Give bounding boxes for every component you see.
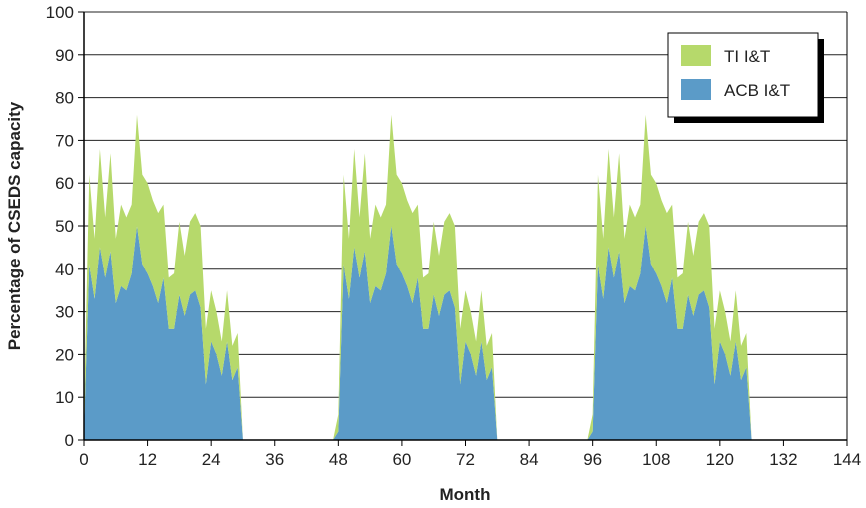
y-tick-label-70: 70 bbox=[55, 131, 74, 150]
y-tick-labels: 0 10 20 30 40 50 60 70 80 90 100 bbox=[46, 3, 84, 450]
x-tick-label-0: 0 bbox=[79, 450, 88, 469]
y-axis-title: Percentage of CSEDS capacity bbox=[5, 101, 24, 350]
x-tick-label-108: 108 bbox=[642, 450, 670, 469]
y-tick-label-100: 100 bbox=[46, 3, 74, 22]
legend-label-acb: ACB I&T bbox=[724, 81, 790, 100]
y-tick-label-20: 20 bbox=[55, 345, 74, 364]
series-area-acb-i-t bbox=[84, 226, 847, 440]
x-tick-label-60: 60 bbox=[392, 450, 411, 469]
x-tick-labels: 0 12 24 36 48 60 72 84 96 108 120 132 144 bbox=[79, 440, 861, 469]
y-tick-label-80: 80 bbox=[55, 89, 74, 108]
legend-swatch-ti bbox=[681, 45, 711, 66]
x-tick-label-36: 36 bbox=[265, 450, 284, 469]
x-tick-label-84: 84 bbox=[520, 450, 539, 469]
series-areas bbox=[84, 114, 847, 440]
legend: TI I&T ACB I&T bbox=[667, 32, 824, 123]
y-tick-label-50: 50 bbox=[55, 217, 74, 236]
x-tick-label-24: 24 bbox=[202, 450, 221, 469]
y-tick-label-60: 60 bbox=[55, 174, 74, 193]
x-tick-label-72: 72 bbox=[456, 450, 475, 469]
x-axis-title: Month bbox=[440, 485, 491, 504]
series-area-ti-i-t bbox=[84, 114, 847, 440]
x-tick-label-144: 144 bbox=[833, 450, 861, 469]
x-tick-label-48: 48 bbox=[329, 450, 348, 469]
legend-swatch-acb bbox=[681, 79, 711, 100]
y-tick-label-0: 0 bbox=[65, 431, 74, 450]
x-tick-label-132: 132 bbox=[769, 450, 797, 469]
y-tick-label-10: 10 bbox=[55, 388, 74, 407]
y-tick-label-90: 90 bbox=[55, 46, 74, 65]
x-tick-label-96: 96 bbox=[583, 450, 602, 469]
legend-label-ti: TI I&T bbox=[724, 47, 770, 66]
x-tick-label-120: 120 bbox=[706, 450, 734, 469]
x-tick-label-12: 12 bbox=[138, 450, 157, 469]
y-tick-label-30: 30 bbox=[55, 303, 74, 322]
y-tick-label-40: 40 bbox=[55, 260, 74, 279]
